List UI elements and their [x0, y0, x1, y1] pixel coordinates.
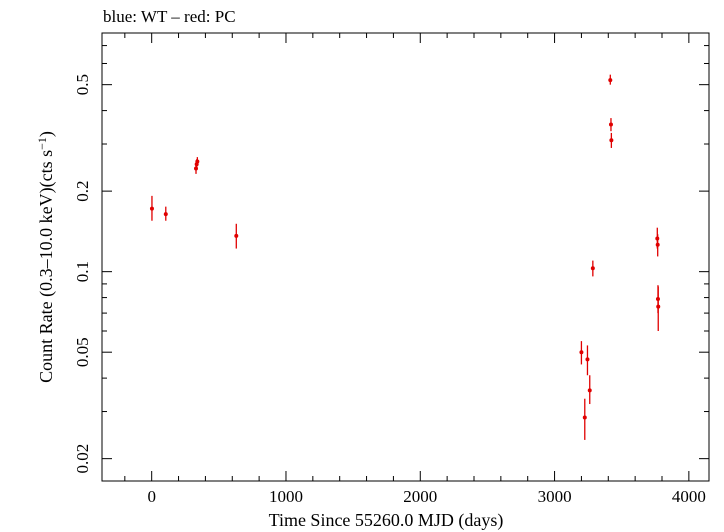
x-tick-label: 1000 — [269, 487, 303, 506]
data-point — [195, 159, 200, 164]
x-tick-label: 0 — [147, 487, 156, 506]
y-tick-label: 0.5 — [73, 74, 92, 95]
y-tick-label: 0.2 — [73, 180, 92, 201]
data-point — [149, 206, 154, 211]
y-axis-title-exponent: −1 — [35, 137, 49, 150]
data-point — [194, 166, 199, 171]
y-tick-label: 0.05 — [73, 337, 92, 367]
data-point — [163, 212, 168, 217]
y-axis-title: Count Rate (0.3–10.0 keV)(cts s−1) — [35, 131, 57, 383]
data-point — [587, 388, 592, 393]
x-axis: 0 1000 2000 3000 4000 — [124, 33, 706, 506]
y-axis: 0.02 0.05 0.1 0.2 0.5 — [73, 45, 709, 474]
data-point — [234, 233, 239, 238]
data-point — [590, 266, 595, 271]
x-tick-label: 3000 — [538, 487, 572, 506]
data-point — [579, 350, 584, 355]
data-point — [608, 78, 613, 83]
x-axis-title: Time Since 55260.0 MJD (days) — [269, 510, 504, 531]
plot-frame — [101, 32, 710, 482]
y-tick-label: 0.1 — [73, 261, 92, 282]
data-point — [656, 304, 661, 309]
data-point — [609, 138, 614, 143]
chart-title: blue: WT – red: PC — [103, 7, 236, 26]
x-tick-label: 2000 — [403, 487, 437, 506]
y-axis-title-end: ) — [36, 131, 57, 137]
data-point — [608, 122, 613, 127]
data-point — [582, 415, 587, 420]
data-point — [655, 242, 660, 247]
data-point — [585, 357, 590, 362]
data-points — [149, 74, 661, 440]
y-tick-label: 0.02 — [73, 444, 92, 474]
y-axis-title-main: Count Rate (0.3–10.0 keV)(cts s — [36, 150, 57, 383]
x-tick-label: 4000 — [672, 487, 706, 506]
